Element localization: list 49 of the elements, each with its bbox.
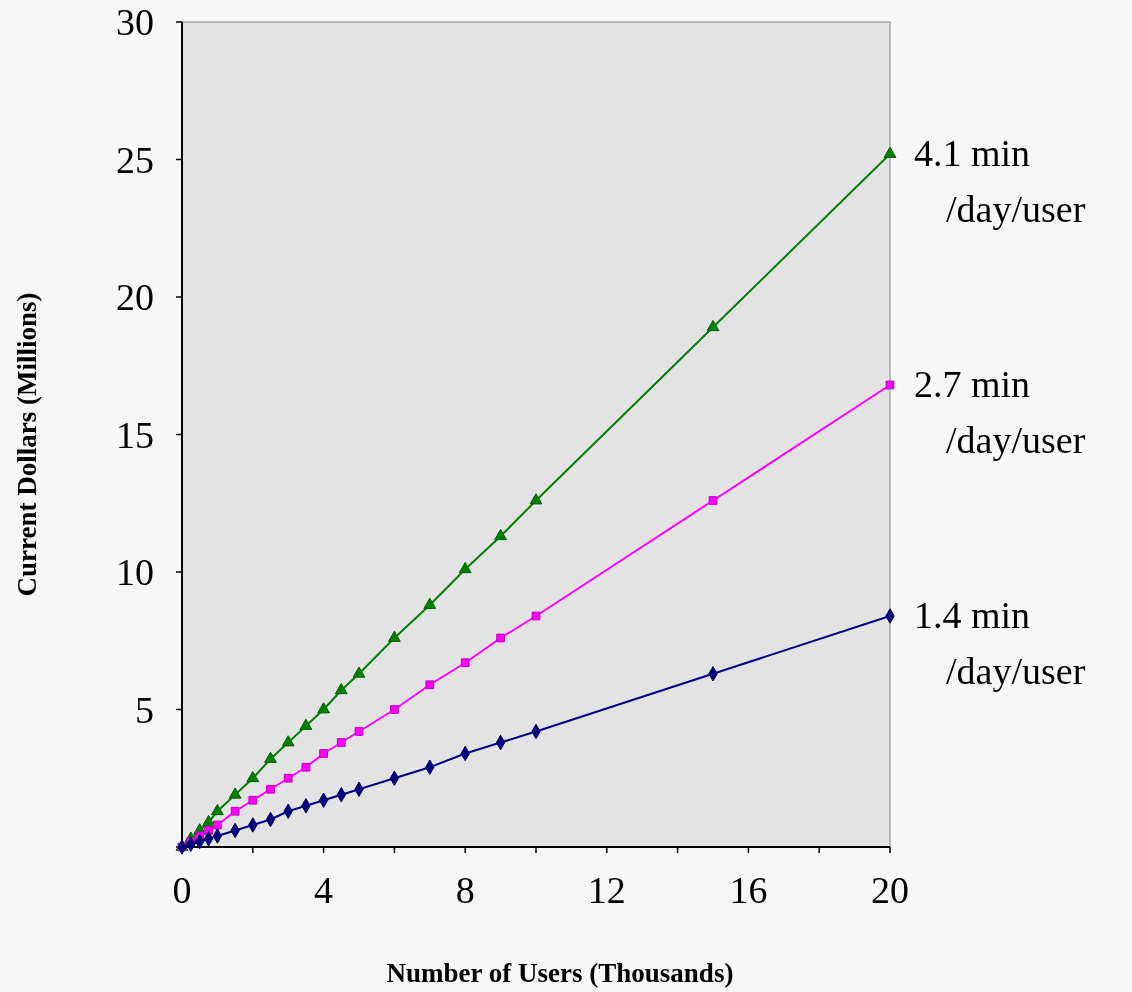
y-tick-label: 30 <box>116 1 154 43</box>
x-axis-title: Number of Users (Thousands) <box>386 958 734 988</box>
point <box>883 146 897 158</box>
series-label: 1.4 min /day/user <box>914 594 1086 692</box>
point <box>246 770 260 783</box>
point <box>248 795 258 805</box>
y-tick-label: 15 <box>116 413 154 456</box>
point <box>494 528 507 541</box>
x-tick-label: 0 <box>172 869 192 911</box>
y-tick-label: 20 <box>116 276 154 318</box>
point <box>423 597 437 609</box>
point <box>211 803 224 816</box>
point <box>266 784 275 794</box>
point <box>708 496 718 505</box>
point <box>529 493 543 505</box>
point <box>336 738 346 747</box>
y-tick-label: 10 <box>116 551 154 593</box>
point <box>230 806 240 816</box>
point <box>228 787 242 799</box>
point <box>352 666 366 678</box>
y-tick-label: 25 <box>116 138 154 181</box>
point <box>317 702 330 714</box>
point <box>283 773 293 783</box>
series-label: 4.1 min /day/user <box>914 132 1086 230</box>
point <box>281 735 295 747</box>
x-tick-label: 8 <box>455 869 475 911</box>
point <box>388 630 401 642</box>
series-label: 2.7 min /day/user <box>914 363 1086 461</box>
point <box>390 705 399 714</box>
point <box>213 820 222 830</box>
point <box>354 727 364 736</box>
x-tick-label: 20 <box>871 869 909 911</box>
x-tick-label: 16 <box>729 869 768 911</box>
point <box>425 680 435 690</box>
point <box>460 658 470 668</box>
point <box>706 319 720 332</box>
y-tick-label: 5 <box>135 688 154 731</box>
point <box>496 633 505 643</box>
point <box>458 561 472 574</box>
point <box>885 380 895 390</box>
x-tick-label: 4 <box>314 869 334 911</box>
point <box>301 762 311 772</box>
point <box>334 682 348 695</box>
point <box>299 718 313 730</box>
point <box>319 749 328 758</box>
point <box>264 751 277 763</box>
y-axis-title: Current Dollars (Millions) <box>12 292 42 597</box>
point <box>531 611 541 621</box>
x-tick-label: 12 <box>587 869 626 911</box>
